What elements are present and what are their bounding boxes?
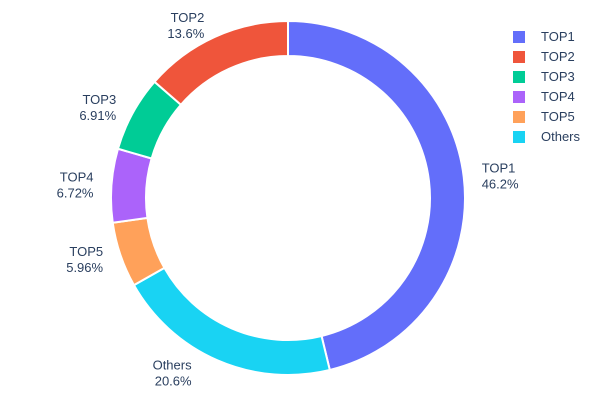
legend-item-top5[interactable]: TOP5: [513, 107, 580, 127]
legend-swatch-top5: [513, 111, 525, 123]
pie-slice-top1[interactable]: [287, 19, 466, 372]
legend-item-top3[interactable]: TOP3: [513, 67, 580, 87]
slice-outside-label-top1: TOP1 46.2%: [482, 160, 519, 191]
legend-item-top2[interactable]: TOP2: [513, 47, 580, 67]
slice-outside-label-top5: TOP5 5.96%: [66, 244, 103, 275]
legend-item-others[interactable]: Others: [513, 127, 580, 147]
slice-outside-label-top3: TOP3 6.91%: [79, 92, 116, 123]
legend-label-top4: TOP4: [541, 89, 575, 104]
pie-slice-top4[interactable]: [110, 147, 153, 224]
legend-swatch-top4: [513, 91, 525, 103]
legend-swatch-top3: [513, 71, 525, 83]
legend-swatch-top2: [513, 51, 525, 63]
legend-label-top1: TOP1: [541, 29, 575, 44]
legend-swatch-top1: [513, 31, 525, 43]
legend: TOP1 TOP2 TOP3 TOP4 TOP5 Others: [513, 27, 580, 147]
legend-label-top3: TOP3: [541, 69, 575, 84]
legend-item-top1[interactable]: TOP1: [513, 27, 580, 47]
legend-label-others: Others: [541, 129, 581, 144]
legend-swatch-others: [513, 131, 525, 143]
slice-outside-label-top2: TOP2 13.6%: [167, 10, 204, 41]
legend-label-top2: TOP2: [541, 49, 575, 64]
slice-outside-label-top4: TOP4 6.72%: [57, 170, 94, 201]
pie-slice-top2[interactable]: [153, 19, 289, 107]
legend-label-top5: TOP5: [541, 109, 575, 124]
legend-item-top4[interactable]: TOP4: [513, 87, 580, 107]
slice-outside-label-others: Others 20.6%: [153, 357, 193, 388]
